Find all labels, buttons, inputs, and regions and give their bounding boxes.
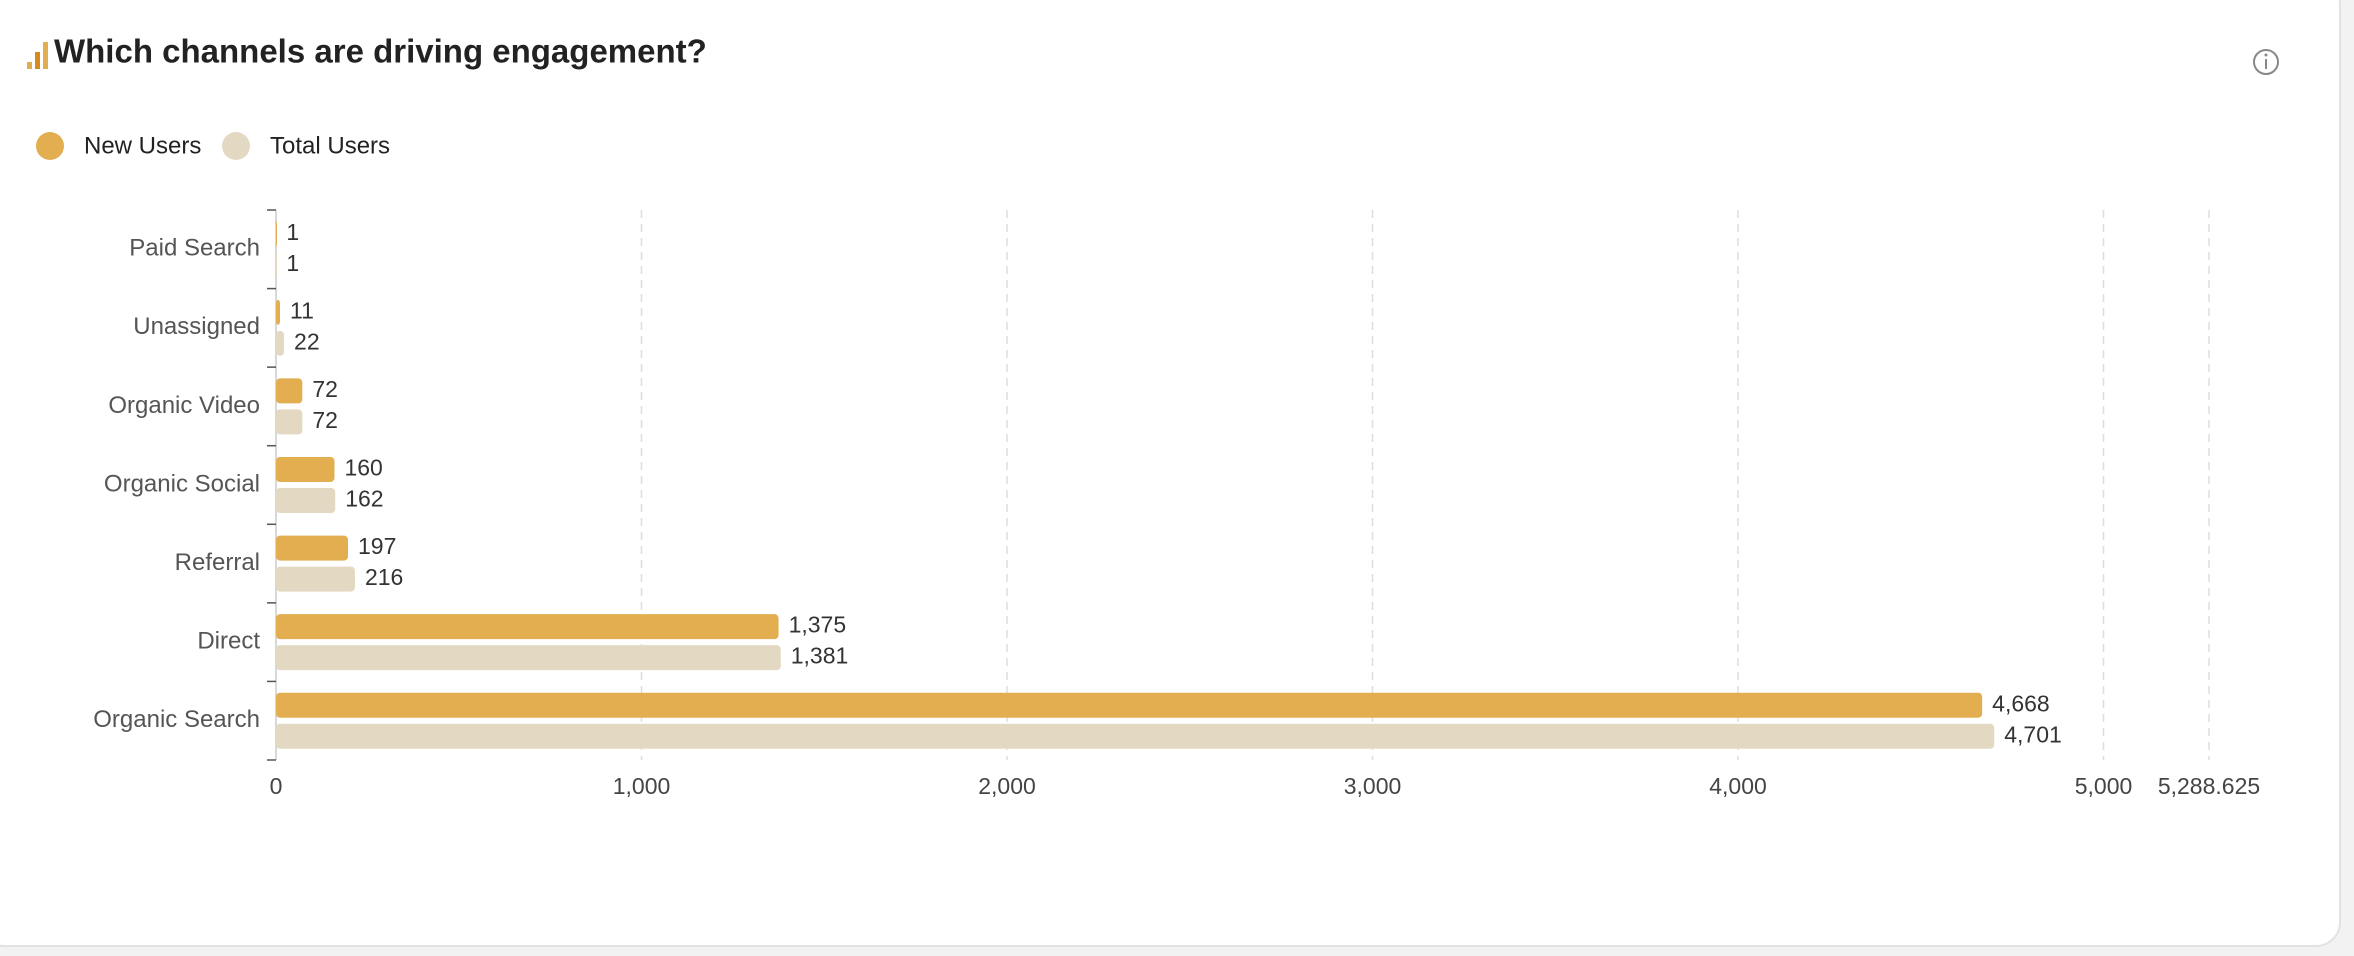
- y-tick-label: Direct: [197, 627, 260, 654]
- bar[interactable]: [276, 457, 335, 482]
- bar-value-label: 216: [365, 564, 403, 590]
- bar-value-label: 197: [358, 533, 396, 559]
- bar[interactable]: [276, 692, 1983, 718]
- y-tick-label: Organic Video: [108, 392, 260, 419]
- bar-value-label: 72: [312, 407, 338, 433]
- bar-value-label: 4,668: [1992, 690, 2050, 716]
- bar[interactable]: [276, 252, 277, 278]
- legend-swatch[interactable]: [36, 132, 64, 160]
- x-tick-label: 2,000: [978, 773, 1036, 799]
- bar[interactable]: [276, 535, 349, 561]
- x-tick-label: 4,000: [1709, 773, 1767, 799]
- bar[interactable]: [276, 723, 1995, 749]
- bar[interactable]: [276, 221, 277, 247]
- y-tick-label: Paid Search: [129, 235, 260, 262]
- bar-value-label: 162: [345, 486, 383, 512]
- bar-value-label: 1,375: [789, 612, 847, 638]
- y-tick-label: Organic Search: [93, 706, 260, 733]
- bar-value-label: 11: [290, 297, 314, 323]
- bar[interactable]: [276, 488, 336, 513]
- bar-value-label: 1,381: [791, 643, 849, 669]
- bar-value-label: 22: [294, 328, 320, 354]
- bar[interactable]: [276, 330, 285, 356]
- x-tick-label: 3,000: [1344, 773, 1402, 799]
- bar-value-label: 72: [312, 376, 338, 402]
- y-tick-label: Unassigned: [133, 313, 260, 340]
- chart-title: Which channels are driving engagement?: [54, 33, 707, 70]
- legend-label[interactable]: New Users: [84, 132, 201, 159]
- bar-value-label: 1: [286, 250, 299, 276]
- x-tick-label: 5,000: [2075, 773, 2133, 799]
- bar[interactable]: [276, 614, 779, 640]
- y-tick-label: Organic Social: [104, 470, 260, 497]
- legend-label[interactable]: Total Users: [270, 132, 390, 159]
- bar[interactable]: [276, 566, 355, 592]
- bar[interactable]: [276, 409, 303, 435]
- y-tick-label: Referral: [175, 549, 260, 576]
- info-icon[interactable]: [2253, 49, 2279, 75]
- chart-icon: [27, 42, 48, 69]
- bar[interactable]: [276, 645, 781, 671]
- bar[interactable]: [276, 299, 281, 325]
- bar-value-label: 1: [286, 219, 299, 245]
- bar-value-label: 160: [344, 455, 382, 481]
- x-tick-label: 5,288.625: [2158, 773, 2260, 799]
- bar-value-label: 4,701: [2004, 721, 2062, 747]
- x-tick-label: 0: [270, 773, 283, 799]
- legend-swatch[interactable]: [222, 132, 250, 160]
- bar[interactable]: [276, 378, 303, 404]
- x-tick-label: 1,000: [613, 773, 671, 799]
